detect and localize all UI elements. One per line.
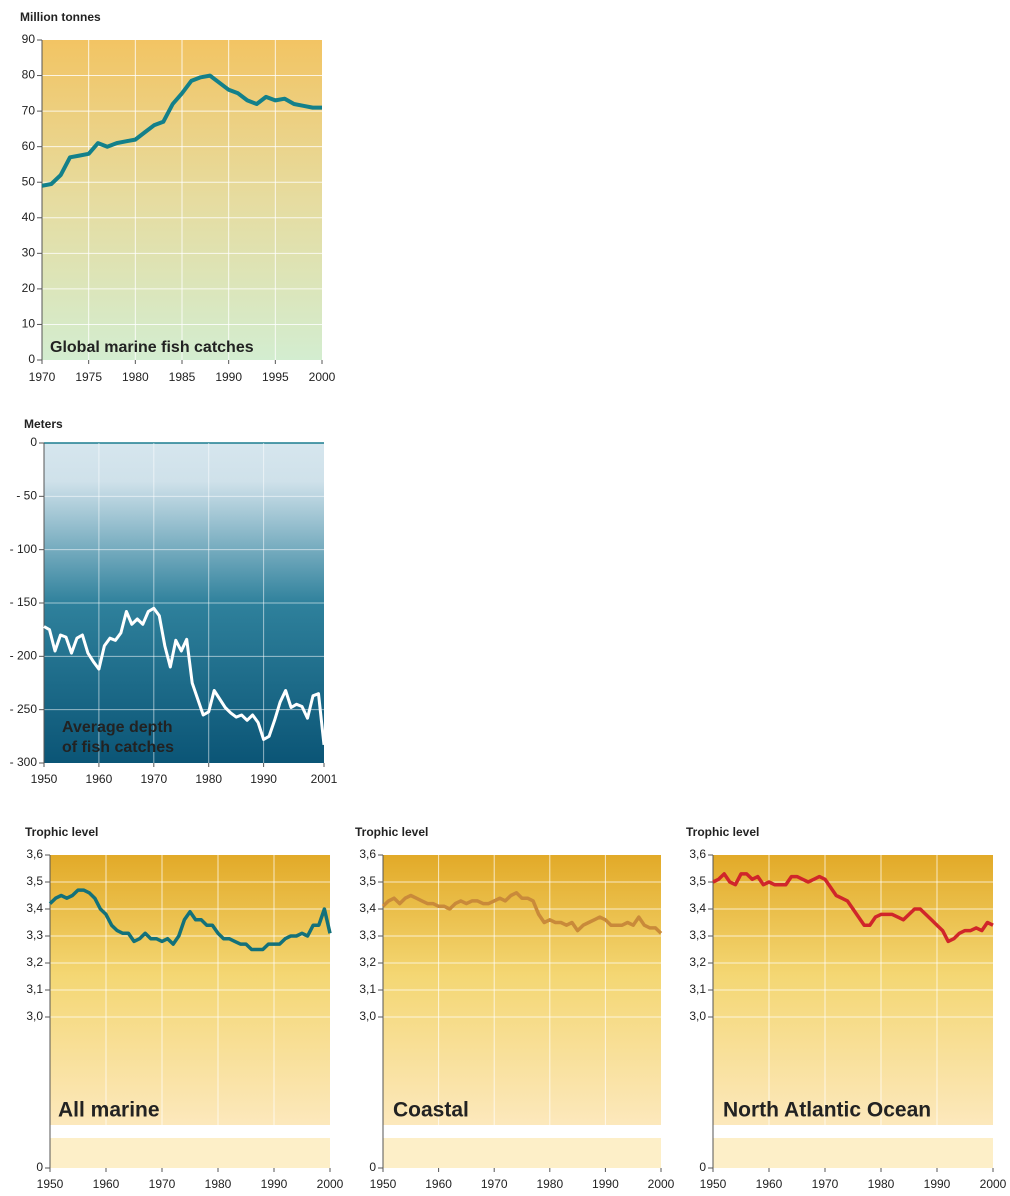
y-tick-label: 0 (699, 1160, 706, 1174)
x-tick-label: 1990 (215, 370, 242, 384)
y-tick-label: 3,6 (359, 847, 376, 861)
data-line (48, 888, 332, 952)
y-tick-label: 3,1 (359, 982, 376, 996)
y-tick-label: 3,0 (359, 1009, 376, 1023)
x-tick-label: 1980 (536, 1177, 563, 1191)
y-tick-label: 3,0 (26, 1009, 43, 1023)
y-tick-label: - 100 (10, 542, 38, 556)
x-tick-label: 1960 (93, 1177, 120, 1191)
y-tick-label: 0 (28, 352, 35, 366)
chart-title: Coastal (393, 1099, 469, 1122)
x-tick-label: 1960 (425, 1177, 452, 1191)
data-line (381, 891, 663, 935)
x-tick-label: 1985 (169, 370, 196, 384)
chart-title: of fish catches (62, 739, 174, 756)
y-axis-label: Trophic level (25, 825, 98, 839)
y-tick-label: 70 (22, 103, 36, 117)
y-tick-label: 3,4 (26, 901, 43, 915)
x-tick-label: 2001 (311, 772, 338, 786)
y-tick-label: 0 (30, 435, 37, 449)
y-tick-label: 3,2 (26, 955, 43, 969)
x-tick-label: 1990 (261, 1177, 288, 1191)
x-tick-label: 1980 (868, 1177, 895, 1191)
x-tick-label: 1960 (86, 772, 113, 786)
x-tick-label: 1970 (140, 772, 167, 786)
y-axis-label: Trophic level (355, 825, 428, 839)
y-tick-label: - 150 (10, 595, 38, 609)
x-tick-label: 2000 (980, 1177, 1007, 1191)
axis-break-panel (383, 1138, 661, 1168)
x-tick-label: 1990 (592, 1177, 619, 1191)
y-tick-label: 3,1 (26, 982, 43, 996)
x-tick-label: 1980 (122, 370, 149, 384)
chart-title: North Atlantic Ocean (723, 1099, 931, 1122)
x-tick-label: 1970 (149, 1177, 176, 1191)
y-tick-label: 3,2 (359, 955, 376, 969)
x-tick-label: 2000 (317, 1177, 344, 1191)
y-tick-label: 3,6 (689, 847, 706, 861)
chart-title: Global marine fish catches (50, 339, 254, 356)
x-tick-label: 1995 (262, 370, 289, 384)
y-tick-label: 3,2 (689, 955, 706, 969)
y-axis-label: Trophic level (686, 825, 759, 839)
y-axis-label: Meters (24, 417, 63, 431)
x-tick-label: 2000 (648, 1177, 675, 1191)
y-tick-label: 40 (22, 210, 36, 224)
y-tick-label: 0 (36, 1160, 43, 1174)
y-tick-label: 3,3 (359, 928, 376, 942)
x-tick-label: 2000 (309, 370, 336, 384)
y-axis-label: Million tonnes (20, 10, 101, 24)
y-tick-label: 3,0 (689, 1009, 706, 1023)
y-tick-label: - 50 (16, 489, 37, 503)
chart-title: All marine (58, 1099, 160, 1122)
y-tick-label: 3,3 (689, 928, 706, 942)
x-tick-label: 1970 (812, 1177, 839, 1191)
x-tick-label: 1970 (481, 1177, 508, 1191)
x-tick-label: 1960 (756, 1177, 783, 1191)
data-line (712, 872, 994, 944)
axis-break-panel (713, 1138, 993, 1168)
y-tick-label: - 200 (10, 649, 38, 663)
y-tick-label: 80 (22, 68, 36, 82)
x-tick-label: 1990 (250, 772, 277, 786)
y-tick-label: 90 (22, 32, 36, 46)
data-line (43, 606, 326, 746)
x-tick-label: 1950 (370, 1177, 397, 1191)
y-tick-label: 3,6 (26, 847, 43, 861)
y-tick-label: 3,5 (359, 874, 376, 888)
y-tick-label: 60 (22, 139, 36, 153)
x-tick-label: 1950 (31, 772, 58, 786)
y-tick-label: 20 (22, 281, 36, 295)
x-tick-label: 1970 (29, 370, 56, 384)
y-tick-label: 3,5 (689, 874, 706, 888)
y-tick-label: 3,4 (689, 901, 706, 915)
y-tick-label: 30 (22, 246, 36, 260)
y-tick-label: 3,4 (359, 901, 376, 915)
x-tick-label: 1950 (37, 1177, 64, 1191)
chart-title: Average depth (62, 719, 173, 736)
y-tick-label: - 300 (10, 755, 38, 769)
y-tick-label: 3,5 (26, 874, 43, 888)
axis-break-panel (50, 1138, 330, 1168)
data-line (41, 73, 322, 188)
x-tick-label: 1950 (700, 1177, 727, 1191)
x-tick-label: 1975 (75, 370, 102, 384)
y-tick-label: 3,3 (26, 928, 43, 942)
y-tick-label: 50 (22, 174, 36, 188)
y-tick-label: 0 (369, 1160, 376, 1174)
x-tick-label: 1980 (195, 772, 222, 786)
x-tick-label: 1980 (205, 1177, 232, 1191)
y-tick-label: 10 (22, 317, 36, 331)
x-tick-label: 1990 (924, 1177, 951, 1191)
y-tick-label: 3,1 (689, 982, 706, 996)
y-tick-label: - 250 (10, 702, 38, 716)
